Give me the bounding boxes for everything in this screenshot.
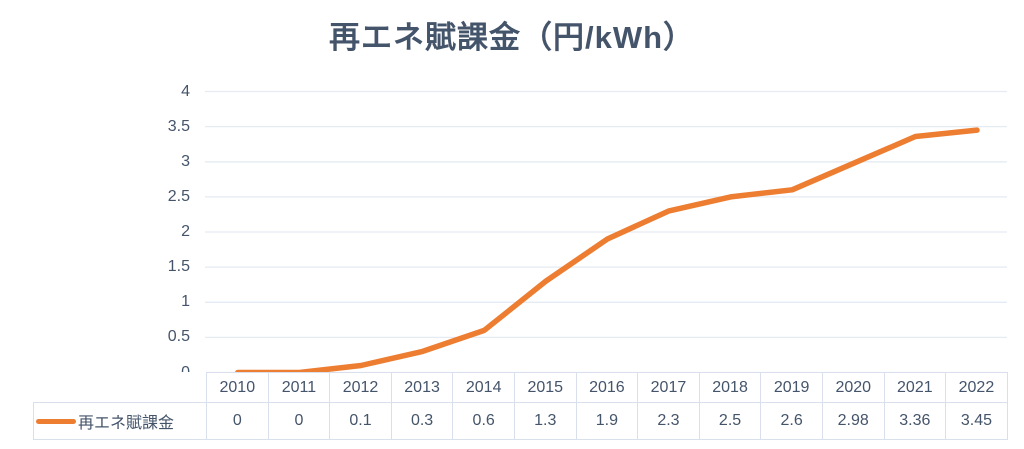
y-axis-tick-label: 2 — [181, 223, 190, 240]
year-header-cell: 2019 — [761, 372, 823, 403]
value-cell: 0 — [268, 403, 331, 440]
year-header-cell: 2022 — [946, 372, 1008, 403]
year-header-cell: 2011 — [268, 372, 331, 403]
legend-line-icon — [36, 418, 76, 424]
year-header-cell: 2018 — [699, 372, 762, 403]
year-header-cell: 2014 — [453, 372, 515, 403]
value-cell: 1.3 — [514, 403, 577, 440]
value-cell: 2.98 — [822, 403, 885, 440]
year-header-cell: 2013 — [391, 372, 454, 403]
value-cell: 0.1 — [330, 403, 392, 440]
value-cell: 3.45 — [946, 403, 1008, 440]
y-axis-tick-label: 1.5 — [167, 258, 190, 276]
table-corner-cell — [33, 372, 207, 403]
y-axis-tick-label: 3 — [181, 152, 190, 170]
chart-title: 再エネ賦課金（円/kWh） — [328, 20, 696, 55]
year-header-cell: 2016 — [576, 372, 639, 403]
legend-label: 再エネ賦課金 — [78, 415, 175, 432]
value-cell: 2.3 — [638, 403, 700, 440]
value-cell: 1.9 — [576, 403, 639, 440]
y-axis-tick-label: 1 — [181, 293, 190, 311]
value-cell: 2.6 — [761, 403, 823, 440]
year-header-cell: 2020 — [822, 372, 885, 403]
legend-cell: 再エネ賦課金 — [33, 403, 207, 440]
year-header-cell: 2012 — [330, 372, 392, 403]
data-table: 再エネ賦課金 2010 2011 2012 2013 2014 2015 2016 2017 2… — [33, 372, 1008, 440]
value-cell: 0.3 — [391, 403, 454, 440]
y-axis-tick-label: 3.5 — [167, 117, 190, 135]
year-header-cell: 2021 — [884, 372, 947, 403]
y-axis-tick-label: 2.5 — [167, 187, 190, 205]
value-cell: 0 — [207, 403, 269, 440]
y-axis-tick-label: 4 — [181, 82, 190, 100]
value-cell: 3.36 — [884, 403, 947, 440]
y-axis-tick-label: 0.5 — [167, 328, 190, 346]
year-header-cell: 2010 — [207, 372, 269, 403]
series-line — [235, 127, 980, 376]
year-header-cell: 2017 — [638, 372, 700, 403]
value-cell: 0.6 — [453, 403, 515, 440]
value-cell: 2.5 — [699, 403, 762, 440]
year-header-cell: 2015 — [514, 372, 577, 403]
